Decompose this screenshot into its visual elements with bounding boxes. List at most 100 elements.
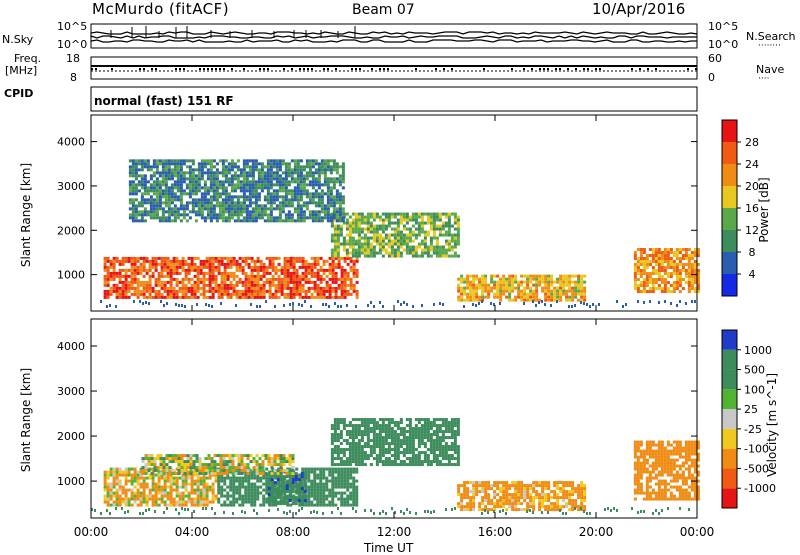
echo-cell <box>231 180 234 183</box>
echo-cell <box>400 430 403 433</box>
echo-cell <box>240 168 243 171</box>
echo-cell <box>159 162 162 165</box>
echo-cell <box>144 210 147 213</box>
echo-cell <box>188 296 191 299</box>
echo-cell <box>268 454 271 457</box>
echo-cell <box>152 287 155 290</box>
echo-cell <box>177 162 180 165</box>
echo-cell <box>469 290 472 293</box>
echo-cell <box>217 483 220 486</box>
echo-cell <box>267 177 270 180</box>
echo-cell <box>143 483 146 486</box>
echo-cell <box>670 263 673 266</box>
echo-cell <box>258 162 261 165</box>
echo-cell <box>214 472 217 475</box>
echo-cell <box>295 481 298 484</box>
echo-cell <box>694 278 697 281</box>
echo-cell <box>403 448 406 451</box>
echo-cell <box>285 189 288 192</box>
echo-cell <box>658 278 661 281</box>
echo-cell <box>234 183 237 186</box>
echo-cell <box>550 304 552 307</box>
echo-cell <box>283 484 286 487</box>
echo-cell <box>132 171 135 174</box>
echo-cell <box>394 243 397 246</box>
echo-cell <box>317 269 320 272</box>
echo-cell <box>180 219 183 222</box>
echo-cell <box>517 293 520 296</box>
echo-cell <box>336 207 339 210</box>
echo-cell <box>194 480 197 483</box>
echo-cell <box>331 439 334 442</box>
echo-cell <box>293 275 296 278</box>
echo-cell <box>264 180 267 183</box>
echo-cell <box>562 281 565 284</box>
echo-cell <box>116 284 119 287</box>
echo-cell <box>331 442 334 445</box>
echo-cell <box>278 296 281 299</box>
echo-cell <box>227 284 230 287</box>
echo-cell <box>160 457 163 460</box>
echo-cell <box>688 269 691 272</box>
echo-cell <box>391 454 394 457</box>
echo-cell <box>406 216 409 219</box>
echo-cell <box>227 266 230 269</box>
echo-cell <box>174 183 177 186</box>
echo-cell <box>151 457 154 460</box>
echo-cell <box>343 454 346 457</box>
echo-cell <box>216 216 219 219</box>
echo-cell <box>228 210 231 213</box>
echo-cell <box>454 255 457 258</box>
echo-cell <box>226 472 229 475</box>
echo-cell <box>347 263 350 266</box>
echo-cell <box>173 287 176 290</box>
echo-cell <box>346 504 349 507</box>
echo-cell <box>294 171 297 174</box>
echo-cell <box>394 439 397 442</box>
echo-cell <box>249 204 252 207</box>
echo-cell <box>227 293 230 296</box>
echo-cell <box>388 243 391 246</box>
echo-cell <box>212 257 215 260</box>
echo-cell <box>308 272 311 275</box>
echo-cell <box>277 478 280 481</box>
echo-cell <box>195 204 198 207</box>
echo-cell <box>191 501 194 504</box>
echo-cell <box>243 207 246 210</box>
echo-cell <box>556 300 558 303</box>
echo-cell <box>442 225 445 228</box>
echo-cell <box>305 281 308 284</box>
echo-cell <box>334 255 337 258</box>
noise-trace <box>91 36 697 38</box>
echo-cell <box>547 287 550 290</box>
echo-cell <box>173 483 176 486</box>
echo-cell <box>691 251 694 254</box>
echo-cell <box>222 171 225 174</box>
echo-cell <box>158 278 161 281</box>
echo-cell <box>279 168 282 171</box>
echo-cell <box>201 168 204 171</box>
echo-cell <box>195 192 198 195</box>
echo-cell <box>331 463 334 466</box>
nave-dot <box>655 68 657 70</box>
echo-cell <box>206 504 209 507</box>
echo-cell <box>232 504 235 507</box>
echo-cell <box>421 255 424 258</box>
echo-cell <box>143 492 146 495</box>
echo-cell <box>116 290 119 293</box>
echo-cell <box>209 501 212 504</box>
echo-cell <box>276 192 279 195</box>
echo-cell <box>367 418 370 421</box>
echo-cell <box>367 439 370 442</box>
echo-cell <box>445 234 448 237</box>
echo-cell <box>203 284 206 287</box>
echo-cell <box>248 281 251 284</box>
echo-cell <box>385 252 388 255</box>
echo-cell <box>335 296 338 299</box>
echo-cell <box>337 225 340 228</box>
echo-cell <box>222 198 225 201</box>
echo-cell <box>339 165 342 168</box>
echo-cell <box>232 495 235 498</box>
echo-cell <box>306 159 309 162</box>
echo-cell <box>364 237 367 240</box>
